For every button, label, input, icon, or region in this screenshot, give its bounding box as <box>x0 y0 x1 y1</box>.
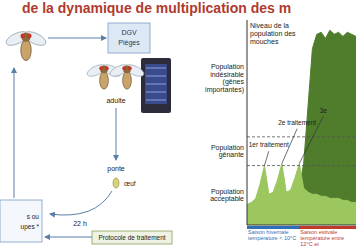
svg-text:1er traitement: 1er traitement <box>249 141 289 148</box>
html-text:population des: population des <box>250 30 296 37</box>
svg-text:Pièges: Pièges <box>118 39 140 47</box>
html-text:Population: Population <box>210 187 244 195</box>
html-text:Saison hivernale température <: Saison hivernale température < 10°C <box>248 229 297 241</box>
html-text:gênante: gênante <box>218 151 244 159</box>
svg-text:Protocole de traitement: Protocole de traitement <box>98 234 165 241</box>
svg-text:œuf: œuf <box>124 180 136 187</box>
svg-text:22 h: 22 h <box>73 220 87 227</box>
svg-text:3e: 3e <box>320 107 328 114</box>
html-text:Population: Population <box>210 63 244 71</box>
html-text:mouches: mouches <box>250 38 279 45</box>
html-text:indésirable: indésirable <box>210 70 244 78</box>
svg-text:ponte: ponte <box>107 165 125 173</box>
html-text:(gênes: (gênes <box>222 78 244 86</box>
html-text:acceptable: acceptable <box>210 195 244 203</box>
svg-text:upes *: upes * <box>21 223 40 231</box>
html-text:Niveau de la: Niveau de la <box>250 22 289 29</box>
svg-text:adulte: adulte <box>106 97 125 104</box>
html-text:Population: Population <box>210 143 244 151</box>
html-text:Saison estivale température en: Saison estivale température entre 12°C e… <box>300 229 344 247</box>
html-text:importantes): importantes) <box>205 85 244 93</box>
svg-text:DGV: DGV <box>121 29 137 36</box>
svg-text:2e traitement: 2e traitement <box>278 119 316 126</box>
html-text:de la dynamique de multiplicat: de la dynamique de multiplication des m <box>22 0 292 16</box>
svg-text:s ou: s ou <box>27 213 40 220</box>
